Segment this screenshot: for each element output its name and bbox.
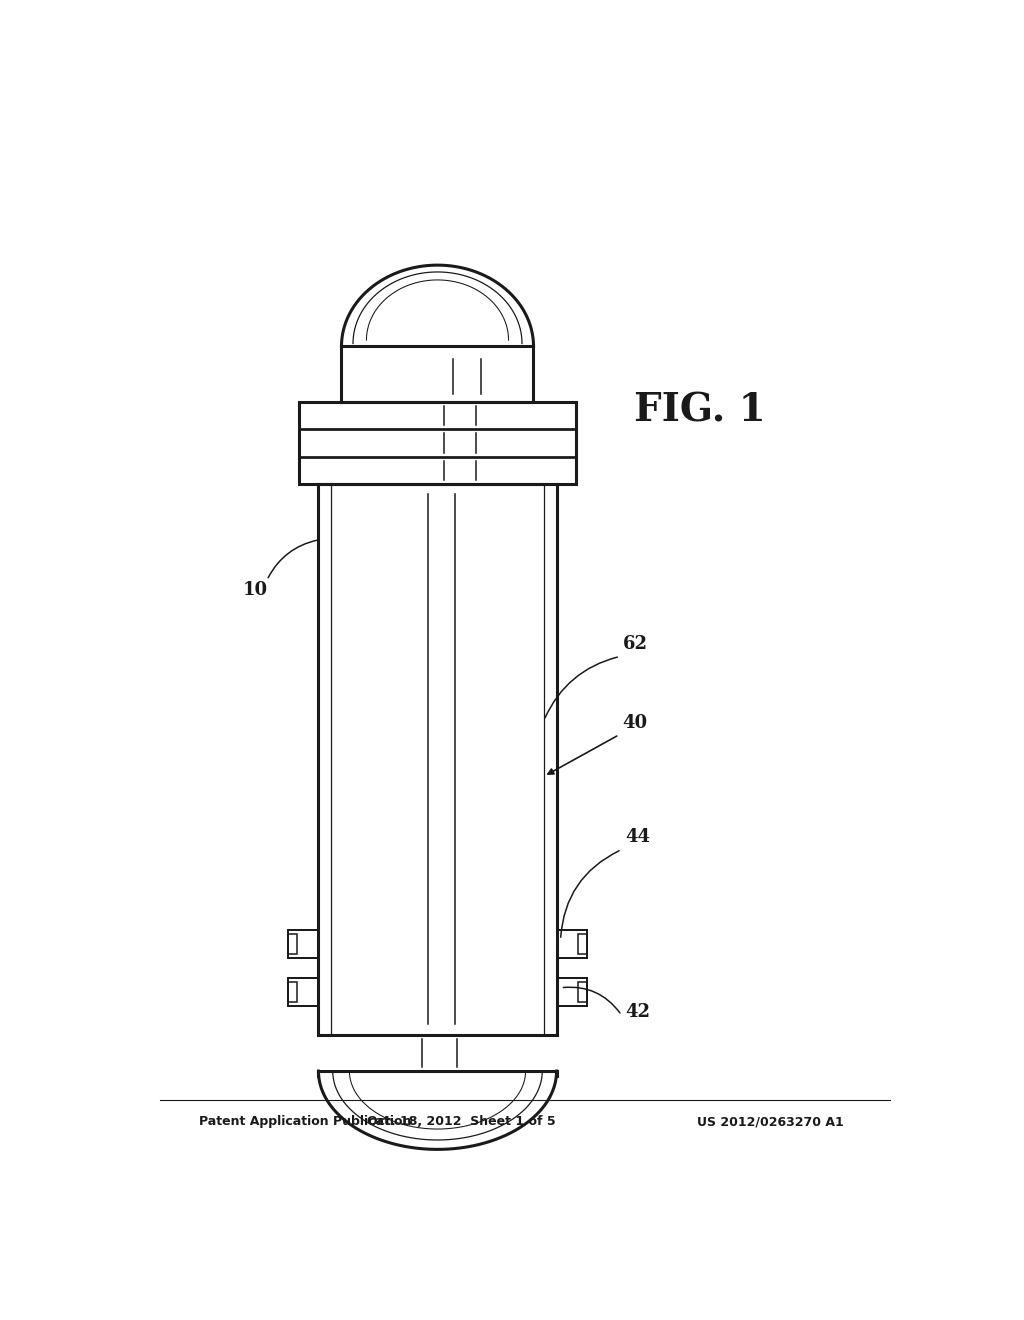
Bar [299,403,577,483]
Text: 10: 10 [243,581,268,599]
Text: FIG. 1: FIG. 1 [634,392,765,429]
Bar [557,929,587,958]
Text: Patent Application Publication: Patent Application Publication [200,1115,412,1129]
Bar [289,978,318,1006]
Bar [579,982,587,1002]
Text: 62: 62 [623,635,647,653]
Text: 40: 40 [623,714,647,731]
Bar [289,935,297,954]
Text: 42: 42 [626,1003,650,1022]
Text: US 2012/0263270 A1: US 2012/0263270 A1 [697,1115,844,1129]
Text: Oct. 18, 2012  Sheet 1 of 5: Oct. 18, 2012 Sheet 1 of 5 [367,1115,556,1129]
Text: 44: 44 [626,829,650,846]
Bar [289,982,297,1002]
Bar [579,935,587,954]
Bar [289,929,318,958]
Bar [557,978,587,1006]
